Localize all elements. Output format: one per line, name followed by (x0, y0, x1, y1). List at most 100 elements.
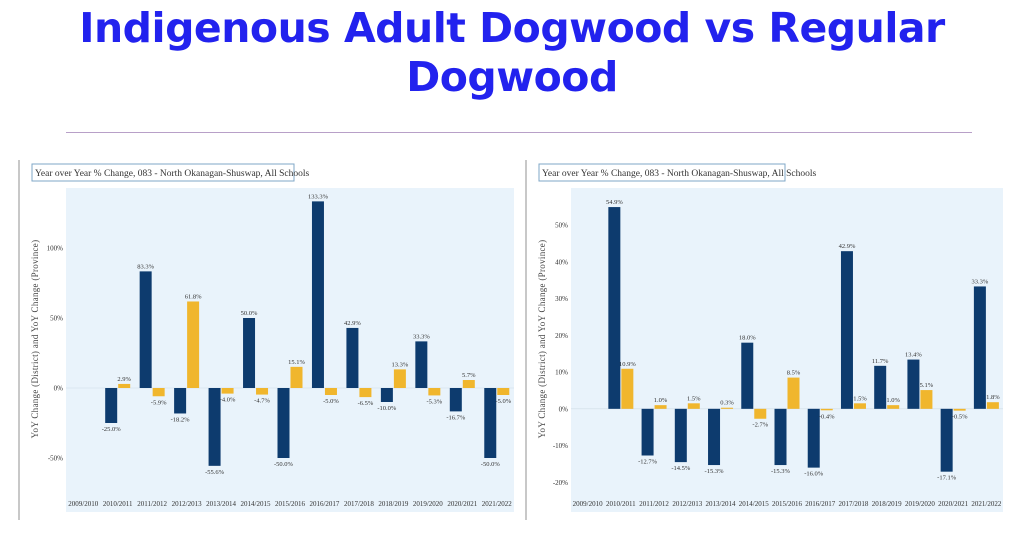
district-bar (380, 388, 393, 402)
data-label: 10.9% (619, 361, 636, 368)
page-title: Indigenous Adult Dogwood vs Regular Dogw… (0, 4, 1024, 102)
data-label: 15.1% (288, 359, 305, 366)
data-label: -15.3% (771, 468, 791, 475)
x-tick-label: 2018/2019 (872, 500, 902, 508)
district-bar (243, 318, 256, 388)
data-label: -25.0% (102, 426, 122, 433)
right-bar-chart: Year over Year % Change, 083 - North Oka… (525, 160, 1003, 520)
right-chart-panel: Year over Year % Change, 083 - North Oka… (525, 160, 1007, 520)
y-tick-label: 50% (50, 315, 63, 323)
province-bar (721, 407, 734, 409)
x-tick-label: 2012/2013 (672, 500, 702, 508)
data-label: 1.0% (886, 397, 900, 404)
province-bar (290, 366, 303, 388)
x-tick-label: 2012/2013 (172, 500, 202, 508)
y-tick-label: -20% (553, 479, 568, 487)
x-tick-label: 2014/2015 (241, 500, 271, 508)
x-tick-label: 2019/2020 (905, 500, 935, 508)
y-tick-label: 0% (54, 385, 64, 393)
province-bar (359, 388, 372, 398)
province-bar (462, 380, 475, 388)
data-label: -14.5% (671, 465, 691, 472)
province-bar (324, 388, 337, 395)
data-label: -2.7% (752, 422, 768, 429)
district-bar (346, 327, 359, 388)
data-label: -10.0% (377, 405, 397, 412)
y-tick-label: 20% (555, 332, 568, 340)
district-bar (907, 359, 920, 409)
x-tick-label: 2016/2017 (805, 500, 835, 508)
data-label: -15.3% (705, 468, 725, 475)
x-tick-label: 2017/2018 (838, 500, 868, 508)
data-label: -50.0% (481, 461, 501, 468)
data-label: -5.3% (426, 398, 442, 405)
province-bar (953, 408, 966, 411)
data-label: 83.3% (137, 263, 154, 270)
plot-area (571, 188, 1003, 512)
y-tick-label: -50% (48, 455, 63, 463)
data-label: -4.7% (254, 398, 270, 405)
province-bar (787, 377, 800, 409)
y-tick-label: 100% (47, 245, 64, 253)
y-tick-label: 0% (559, 405, 569, 413)
y-tick-label: 10% (555, 369, 568, 377)
data-label: 61.8% (185, 293, 202, 300)
x-tick-label: 2009/2010 (68, 500, 98, 508)
data-label: 133.3% (308, 193, 329, 200)
data-label: -5.0% (495, 398, 511, 405)
data-label: -12.7% (638, 458, 658, 465)
chart-title-box (31, 163, 295, 182)
data-label: -17.1% (937, 475, 957, 482)
data-label: 11.7% (872, 358, 889, 365)
page-title-line-2: Dogwood (406, 53, 618, 101)
data-label: 1.5% (687, 395, 701, 402)
data-label: 2.9% (117, 376, 131, 383)
x-tick-label: 2014/2015 (739, 500, 769, 508)
province-bar (393, 369, 406, 388)
province-bar (187, 301, 200, 388)
data-label: 13.4% (905, 352, 922, 359)
district-bar (311, 201, 324, 388)
district-bar (608, 207, 621, 409)
data-label: -6.5% (358, 400, 374, 407)
data-label: 1.8% (986, 394, 1000, 401)
chart-title-box (538, 163, 786, 182)
province-bar (497, 388, 510, 395)
district-bar (807, 408, 820, 468)
y-tick-label: 40% (555, 258, 568, 266)
data-label: 8.5% (787, 370, 801, 377)
data-label: -16.0% (804, 471, 824, 478)
province-bar (920, 390, 933, 409)
province-bar (256, 388, 269, 395)
data-label: 42.9% (344, 320, 361, 327)
x-tick-label: 2017/2018 (344, 500, 374, 508)
province-bar (428, 388, 441, 396)
district-bar (874, 365, 887, 409)
province-bar (986, 402, 999, 409)
y-tick-label: -10% (553, 442, 568, 450)
province-bar (687, 403, 700, 409)
left-bar-chart: Year over Year % Change, 083 - North Oka… (18, 160, 514, 520)
data-label: 5.7% (462, 372, 476, 379)
panel-border (18, 160, 20, 520)
data-label: 33.3% (971, 278, 988, 285)
panel-border (525, 160, 527, 520)
district-bar (277, 388, 290, 458)
data-label: 50.0% (241, 310, 258, 317)
data-label: -50.0% (274, 461, 294, 468)
x-tick-label: 2016/2017 (309, 500, 339, 508)
district-bar (973, 286, 986, 409)
province-bar (118, 383, 131, 388)
x-tick-label: 2021/2022 (482, 500, 512, 508)
district-bar (449, 388, 462, 412)
province-bar (887, 405, 900, 409)
x-tick-label: 2010/2011 (103, 500, 133, 508)
data-label: 1.5% (853, 395, 867, 402)
district-bar (708, 408, 721, 466)
data-label: 42.9% (839, 243, 856, 250)
data-label: 1.0% (654, 397, 668, 404)
data-label: 13.3% (391, 361, 408, 368)
x-tick-label: 2015/2016 (772, 500, 802, 508)
title-divider (66, 132, 972, 133)
province-bar (654, 405, 667, 409)
